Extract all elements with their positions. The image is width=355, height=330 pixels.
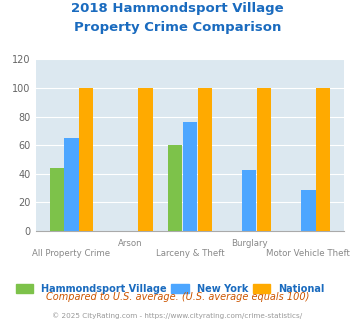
Bar <box>168 145 182 231</box>
Text: Compared to U.S. average. (U.S. average equals 100): Compared to U.S. average. (U.S. average … <box>46 292 309 302</box>
Bar <box>138 88 153 231</box>
Bar <box>242 170 256 231</box>
Text: Arson: Arson <box>118 239 143 248</box>
Bar <box>64 138 78 231</box>
Text: © 2025 CityRating.com - https://www.cityrating.com/crime-statistics/: © 2025 CityRating.com - https://www.city… <box>53 312 302 318</box>
Bar <box>50 168 64 231</box>
Bar <box>79 88 93 231</box>
Text: Larceny & Theft: Larceny & Theft <box>155 249 224 258</box>
Text: Burglary: Burglary <box>231 239 267 248</box>
Text: Motor Vehicle Theft: Motor Vehicle Theft <box>267 249 350 258</box>
Text: All Property Crime: All Property Crime <box>32 249 110 258</box>
Bar <box>257 88 271 231</box>
Bar <box>301 189 316 231</box>
Bar <box>316 88 330 231</box>
Legend: Hammondsport Village, New York, National: Hammondsport Village, New York, National <box>16 284 324 294</box>
Bar <box>183 122 197 231</box>
Text: Property Crime Comparison: Property Crime Comparison <box>74 21 281 34</box>
Bar <box>198 88 212 231</box>
Text: 2018 Hammondsport Village: 2018 Hammondsport Village <box>71 2 284 15</box>
